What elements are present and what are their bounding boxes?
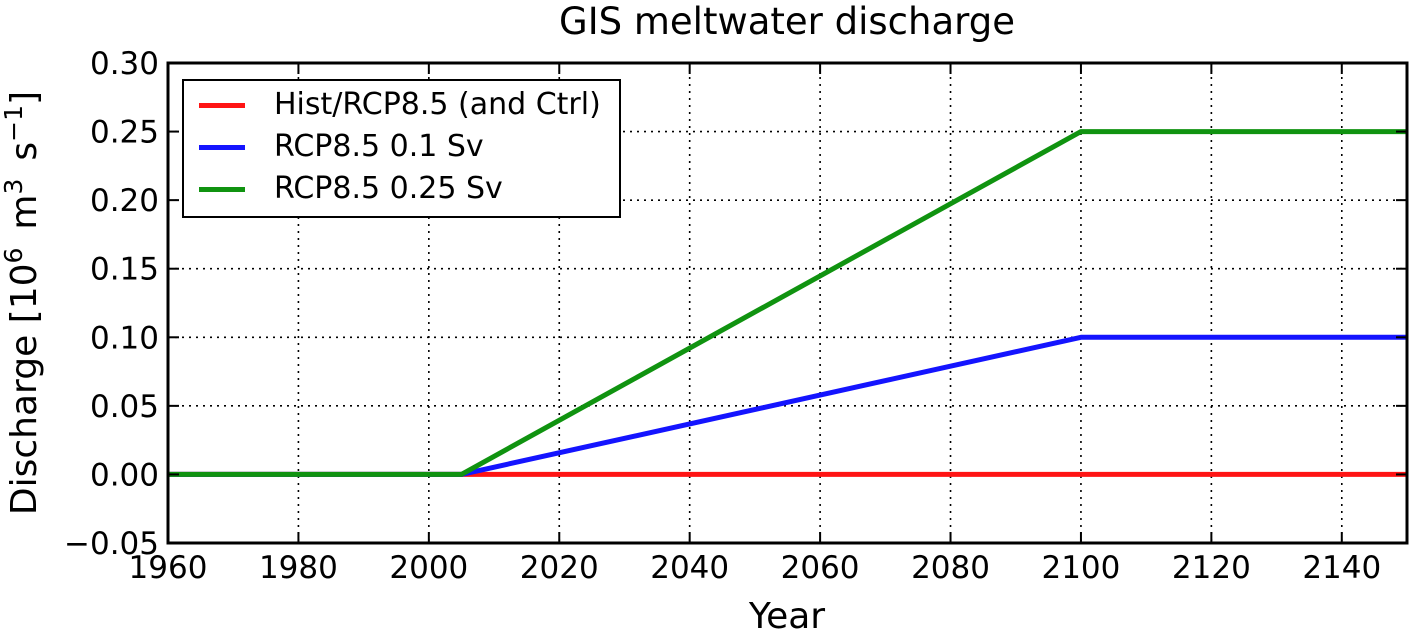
y-tick-label: 0.10 <box>90 320 159 356</box>
series-line-rcp8.5-0.25-sv <box>168 129 1407 477</box>
series-layer <box>168 129 1407 477</box>
x-tick-label: 2000 <box>389 550 468 586</box>
x-tick-label: 2100 <box>1041 550 1120 586</box>
legend-line-swatch <box>199 102 245 108</box>
legend-item: RCP8.5 0.1 Sv <box>199 126 601 168</box>
legend-label: RCP8.5 0.1 Sv <box>274 129 484 164</box>
x-axis-label: Year <box>748 596 825 633</box>
x-tick-label: 2140 <box>1302 550 1381 586</box>
y-tick-label: −0.05 <box>64 526 159 562</box>
legend-line-swatch <box>199 186 245 192</box>
x-tick-label: 1980 <box>259 550 338 586</box>
y-tick-label: 0.05 <box>90 389 159 425</box>
tick-layer <box>167 62 1407 544</box>
y-tick-label: 0.25 <box>90 115 159 151</box>
y-tick-label: 0.00 <box>90 457 159 493</box>
y-tick-label: 0.20 <box>90 183 159 219</box>
x-tick-label: 2120 <box>1172 550 1251 586</box>
legend-line-swatch <box>199 144 245 150</box>
y-axis-label: Discharge [106 m3 s−1] <box>0 91 45 515</box>
x-tick-label: 2020 <box>520 550 599 586</box>
series-line-rcp8.5-0.1-sv <box>168 334 1407 477</box>
legend-item: Hist/RCP8.5 (and Ctrl) <box>199 84 601 126</box>
x-tick-label: 2060 <box>781 550 860 586</box>
y-tick-label: 0.15 <box>90 252 159 288</box>
grid-layer <box>167 62 1407 544</box>
legend-label: Hist/RCP8.5 (and Ctrl) <box>274 87 601 122</box>
plot-frame <box>166 61 1409 545</box>
chart-title: GIS meltwater discharge <box>559 0 1015 43</box>
chart-legend: Hist/RCP8.5 (and Ctrl) RCP8.5 0.1 Sv RCP8.… <box>182 79 621 218</box>
y-tick-label: 0.30 <box>90 46 159 82</box>
x-tick-label: 2080 <box>911 550 990 586</box>
x-tick-label: 1960 <box>129 550 208 586</box>
legend-label: RCP8.5 0.25 Sv <box>274 171 503 206</box>
tick-labels: 1960 1980 2000 2020 2040 2060 2080 2100 2120 2140… <box>64 46 1381 586</box>
legend-item: RCP8.5 0.25 Sv <box>199 168 601 210</box>
x-tick-label: 2040 <box>650 550 729 586</box>
